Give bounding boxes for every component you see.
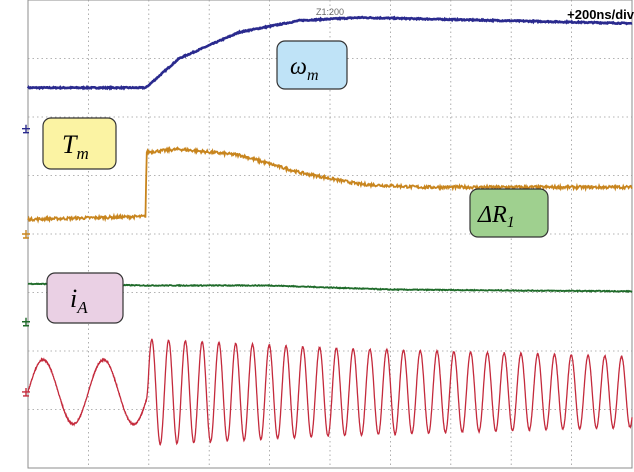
traces [26, 15, 633, 447]
label-box-tm [42, 117, 117, 170]
ground-markers [22, 124, 30, 397]
ground-marker-ΔR1 [22, 317, 30, 327]
label-dr-main: ΔR [477, 202, 507, 228]
label-box-wm [276, 40, 348, 90]
label-box-ia [46, 272, 124, 324]
svg-text:iA: iA [70, 284, 88, 317]
label-ia-main: i [70, 284, 77, 313]
label-dr-sub: 1 [507, 214, 515, 231]
label-box-dr [469, 188, 549, 238]
label-dr: ΔR1 [469, 188, 549, 238]
trace-iA [27, 338, 633, 447]
label-ia: iA [46, 272, 124, 324]
trace-Tm [27, 145, 633, 224]
label-wm: ωm [276, 40, 348, 90]
timebase-readout: +200ns/div [567, 7, 634, 22]
label-wm-sub: m [307, 67, 319, 84]
label-tm-main: T [62, 130, 78, 159]
svg-text:ωm: ωm [290, 54, 319, 84]
label-ia-sub: A [76, 298, 88, 317]
label-tm: Tm [42, 117, 117, 170]
trace-ΔR1 [27, 282, 633, 293]
label-wm-main: ω [290, 54, 307, 80]
label-tm-sub: m [76, 144, 88, 163]
ground-marker-ωm [22, 124, 30, 134]
svg-text:Tm: Tm [62, 130, 89, 163]
trace-ωm [26, 15, 633, 91]
ground-marker-Tm [22, 230, 30, 239]
svg-text:ΔR1: ΔR1 [477, 202, 515, 231]
trigger-readout: Z1:200 [316, 7, 344, 17]
